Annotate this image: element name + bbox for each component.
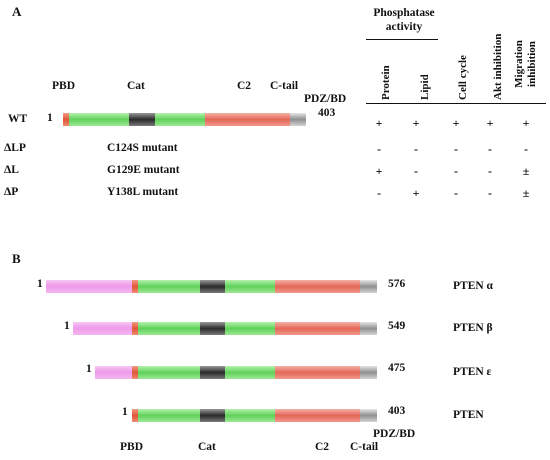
wt-cat-core-segment	[129, 113, 155, 126]
domain-label-ctail: C-tail	[270, 80, 299, 92]
domain-label-pdzbd-b: PDZ/BD	[373, 428, 416, 440]
domain-label-c2: C2	[237, 80, 252, 92]
cell-dlp-lipid: -	[414, 142, 418, 156]
cell-dlp-protein: -	[377, 142, 381, 156]
cell-dp-migration-inhibition: ±	[522, 186, 530, 200]
wt-start-number: 1	[47, 112, 53, 124]
beta-cat-green-left	[138, 322, 200, 335]
cell-wt-protein: +	[375, 116, 383, 130]
cell-dp-lipid: +	[412, 186, 420, 200]
header-protein: Protein	[380, 65, 392, 100]
header-akt-inhibition: Akt inhibition	[492, 33, 504, 100]
epsilon-c2-segment	[275, 366, 360, 379]
pten-start-number: 1	[122, 406, 128, 418]
header-baseline	[366, 103, 546, 104]
cell-dl-cell-cycle: -	[454, 164, 458, 178]
wt-pbd-segment	[63, 113, 69, 126]
beta-start-number: 1	[64, 320, 70, 332]
wt-end-number: 403	[318, 107, 336, 119]
cell-dlp-migration-inhibition: -	[524, 142, 528, 156]
epsilon-pbd-segment	[132, 366, 138, 379]
epsilon-ctail-segment	[360, 366, 377, 379]
cell-dp-protein: -	[377, 186, 381, 200]
cell-dlp-akt-inhibition: -	[488, 142, 492, 156]
domain-label-pdzbd: PDZ/BD	[304, 93, 347, 105]
pten-c2-segment	[275, 409, 360, 422]
wt-domain-bar	[63, 113, 306, 126]
beta-c2-segment	[275, 322, 360, 335]
row-label-dlp: ΔLP	[4, 142, 26, 154]
cell-dl-lipid: -	[414, 164, 418, 178]
domain-label-cat: Cat	[127, 80, 145, 92]
wt-ctail-segment	[290, 113, 306, 126]
alpha-start-number: 1	[37, 278, 43, 290]
pten-cat-green-right	[225, 409, 275, 422]
alpha-ctail-segment	[360, 280, 377, 293]
panel-a-label: A	[12, 4, 22, 19]
epsilon-cat-core	[200, 366, 225, 379]
beta-cat-core	[200, 322, 225, 335]
alpha-cat-green-left	[138, 280, 200, 293]
mutant-label-y138l: Y138L mutant	[107, 186, 179, 198]
epsilon-end-number: 475	[388, 362, 406, 374]
cell-wt-migration-inhibition: +	[522, 116, 530, 130]
cell-dl-akt-inhibition: -	[488, 164, 492, 178]
pten-alpha-bar	[46, 280, 377, 293]
beta-cat-green-right	[225, 322, 275, 335]
header-phosphatase-activity: Phosphatase activity	[373, 7, 435, 33]
epsilon-start-number: 1	[86, 363, 92, 375]
row-label-dl: ΔL	[4, 164, 19, 176]
panel-b-label: B	[12, 251, 21, 266]
domain-label-pbd-b: PBD	[120, 441, 143, 453]
pten-ctail-segment	[360, 409, 377, 422]
cell-dlp-cell-cycle: -	[454, 142, 458, 156]
domain-label-c2-b: C2	[315, 441, 330, 453]
beta-end-number: 549	[388, 320, 406, 332]
wt-c2-segment	[205, 113, 290, 126]
cell-wt-akt-inhibition: +	[486, 116, 494, 130]
alpha-cat-core	[200, 280, 225, 293]
cell-wt-cell-cycle: +	[452, 116, 460, 130]
beta-pbd-segment	[132, 322, 138, 335]
pten-pbd-segment	[132, 409, 138, 422]
alpha-c2-segment	[275, 280, 360, 293]
isoform-name-alpha: PTEN α	[453, 280, 493, 292]
row-label-dp: ΔP	[4, 186, 19, 198]
cell-dp-akt-inhibition: -	[488, 186, 492, 200]
alpha-cat-green-right	[225, 280, 275, 293]
isoform-name-epsilon: PTEN ε	[453, 366, 492, 378]
wt-cat-green-right	[155, 113, 205, 126]
isoform-name-pten: PTEN	[453, 409, 484, 421]
epsilon-cat-green-right	[225, 366, 275, 379]
cell-dl-migration-inhibition: ±	[522, 164, 530, 178]
cell-dl-protein: +	[375, 164, 383, 178]
cell-dp-cell-cycle: -	[454, 186, 458, 200]
row-label-wt: WT	[8, 113, 28, 125]
wt-cat-green-left	[69, 113, 129, 126]
domain-label-pbd: PBD	[52, 80, 75, 92]
pten-bar	[132, 409, 377, 422]
header-migration-inhibition: Migration inhibition	[513, 40, 538, 88]
beta-n-extension	[73, 322, 132, 335]
alpha-pbd-segment	[132, 280, 138, 293]
domain-label-cat-b: Cat	[198, 441, 216, 453]
header-cell-cycle: Cell cycle	[457, 55, 469, 100]
beta-ctail-segment	[360, 322, 377, 335]
mutant-label-c124s: C124S mutant	[107, 142, 178, 154]
header-lipid: Lipid	[419, 74, 431, 100]
pten-epsilon-bar	[95, 366, 377, 379]
alpha-end-number: 576	[388, 278, 406, 290]
phosphatase-underline	[366, 39, 438, 40]
epsilon-cat-green-left	[138, 366, 200, 379]
pten-cat-green-left	[138, 409, 200, 422]
alpha-n-extension	[46, 280, 132, 293]
mutant-label-g129e: G129E mutant	[107, 164, 180, 176]
pten-beta-bar	[73, 322, 377, 335]
domain-label-ctail-b: C-tail	[350, 441, 379, 453]
cell-wt-lipid: +	[412, 116, 420, 130]
epsilon-n-extension	[95, 366, 132, 379]
isoform-name-beta: PTEN β	[453, 322, 493, 334]
pten-end-number: 403	[388, 405, 406, 417]
pten-cat-core	[200, 409, 225, 422]
